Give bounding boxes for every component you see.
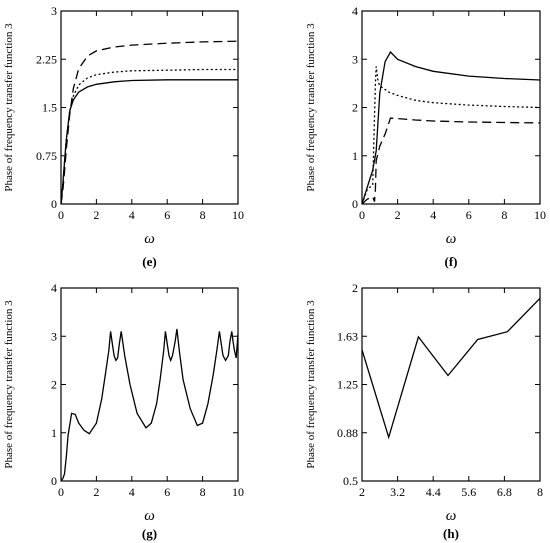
y-tick-label: 1.63: [337, 329, 358, 343]
x-tick-label: 0: [58, 208, 64, 222]
x-tick-label: 2: [93, 208, 99, 222]
series-line-solid: [61, 79, 238, 204]
y-tick-label: 1: [352, 149, 358, 163]
y-tick-label: 3: [352, 52, 358, 66]
x-tick-label: 2: [359, 485, 365, 499]
series-line-dotted: [362, 66, 540, 204]
x-tick-label: 4: [430, 208, 436, 222]
panel-caption: (h): [443, 526, 459, 541]
x-tick-label: 6.8: [497, 485, 512, 499]
x-tick-label: 6: [164, 485, 170, 499]
panel-caption: (f): [445, 254, 458, 269]
x-tick-label: 10: [232, 208, 244, 222]
y-axis-label: Phase of frequency transfer function 3: [3, 300, 15, 469]
series-line-solid: [61, 328, 238, 481]
x-tick-label: 8: [501, 208, 507, 222]
series-line-solid: [362, 297, 540, 440]
x-tick-label: 3.2: [390, 485, 405, 499]
x-tick-label: 5.6: [461, 485, 476, 499]
plot-frame: [361, 10, 541, 205]
x-axis-label: ω: [446, 508, 457, 524]
x-tick-label: 0: [359, 208, 365, 222]
panel-h: 2 3.2 4.4 5.6 6.8 8 0.5 0.88 1.25 1.63 2 Phase of f…: [305, 281, 543, 541]
x-tick-label: 8: [200, 208, 206, 222]
series-line-dotted: [61, 68, 238, 204]
y-tick-label: 1: [51, 426, 57, 440]
y-tick-label: 4: [352, 4, 358, 18]
y-tick-label: 2: [352, 101, 358, 115]
x-axis-label: ω: [144, 508, 155, 524]
series-line-dashed: [362, 117, 540, 204]
panel-caption: (e): [142, 254, 156, 269]
x-tick-label: 4: [129, 208, 135, 222]
y-tick-label: 0.88: [337, 426, 358, 440]
y-axis-label: Phase of frequency transfer function 3: [305, 300, 317, 469]
panel-e: 0 2 4 6 8 10 0 0.75 1.5 2.25 3 Phase of frequency t…: [3, 4, 244, 269]
y-tick-label: 3: [51, 4, 57, 18]
y-tick-label: 0: [352, 197, 358, 211]
x-tick-label: 6: [466, 208, 472, 222]
y-tick-label: 0: [51, 197, 57, 211]
x-tick-label: 2: [93, 485, 99, 499]
series-line-solid: [362, 50, 540, 204]
x-tick-label: 0: [58, 485, 64, 499]
y-axis-label: Phase of frequency transfer function 3: [3, 23, 15, 192]
y-tick-label: 2: [352, 281, 358, 295]
plot-frame: [60, 10, 239, 205]
x-axis-label: ω: [144, 231, 155, 247]
y-tick-label: 4: [51, 281, 57, 295]
x-tick-label: 10: [534, 208, 546, 222]
x-tick-label: 6: [164, 208, 170, 222]
y-tick-label: 0.5: [343, 474, 358, 488]
y-axis-label: Phase of frequency transfer function 3: [305, 23, 317, 192]
series-line-dashed: [61, 40, 238, 204]
panel-f: 0 2 4 6 8 10 0 1 2 3 4 Phase of frequency transfer …: [305, 4, 546, 269]
x-tick-label: 2: [395, 208, 401, 222]
panel-caption: (g): [142, 526, 157, 541]
x-axis-label: ω: [446, 231, 457, 247]
panel-g: 0 2 4 6 8 10 0 1 2 3 4 Phase of frequency transfer …: [3, 281, 244, 541]
x-tick-label: 8: [537, 485, 543, 499]
y-tick-label: 0: [51, 474, 57, 488]
y-tick-label: 3: [51, 329, 57, 343]
y-tick-label: 1.5: [42, 101, 57, 115]
plot-frame: [361, 287, 541, 482]
y-tick-label: 1.25: [337, 378, 358, 392]
x-tick-label: 4.4: [426, 485, 441, 499]
y-tick-label: 2: [51, 378, 57, 392]
x-tick-label: 10: [232, 485, 244, 499]
x-tick-label: 8: [200, 485, 206, 499]
y-tick-label: 0.75: [36, 149, 57, 163]
x-tick-label: 4: [129, 485, 135, 499]
y-tick-label: 2.25: [36, 52, 57, 66]
